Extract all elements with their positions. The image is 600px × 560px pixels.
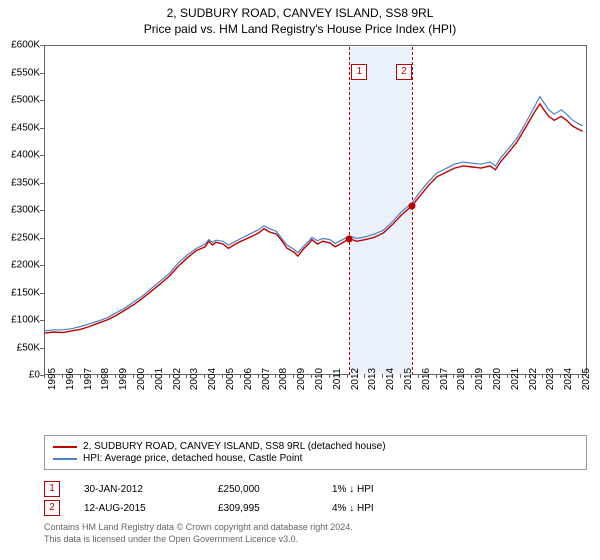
legend-swatch [53, 458, 77, 460]
sale-diff: 4% ↓ HPI [332, 503, 432, 514]
y-tick-label: £300K [11, 205, 40, 216]
plot: 12 [44, 45, 587, 375]
footer: Contains HM Land Registry data © Crown c… [44, 522, 587, 545]
y-tick-label: £50K [17, 342, 40, 353]
x-tick-label: 2000 [136, 368, 147, 390]
series-property [45, 104, 583, 333]
x-tick-label: 2009 [296, 368, 307, 390]
y-tick-label: £550K [11, 67, 40, 78]
titles: 2, SUDBURY ROAD, CANVEY ISLAND, SS8 9RL … [0, 0, 600, 36]
sale-dot [409, 202, 416, 209]
x-tick-label: 2012 [350, 368, 361, 390]
chart-marker-label: 2 [396, 64, 412, 80]
x-tick-label: 2015 [403, 368, 414, 390]
sale-date: 30-JAN-2012 [84, 484, 194, 495]
sale-price: £250,000 [218, 484, 308, 495]
x-tick-label: 2014 [385, 368, 396, 390]
x-tick-label: 1999 [118, 368, 129, 390]
x-tick-label: 2016 [421, 368, 432, 390]
title-address: 2, SUDBURY ROAD, CANVEY ISLAND, SS8 9RL [0, 6, 600, 20]
x-tick-label: 2003 [189, 368, 200, 390]
legend-label: 2, SUDBURY ROAD, CANVEY ISLAND, SS8 9RL … [83, 441, 386, 452]
x-tick-label: 2021 [510, 368, 521, 390]
chart-marker-label: 1 [351, 64, 367, 80]
y-tick-label: £0 [29, 370, 40, 381]
y-tick-label: £350K [11, 177, 40, 188]
chart-svg [45, 46, 588, 376]
x-tick-label: 2002 [172, 368, 183, 390]
x-tick-label: 2001 [154, 368, 165, 390]
x-tick-label: 2005 [225, 368, 236, 390]
x-tick-label: 2017 [439, 368, 450, 390]
series-hpi [45, 97, 583, 331]
x-tick-label: 1997 [83, 368, 94, 390]
legend-label: HPI: Average price, detached house, Cast… [83, 453, 302, 464]
x-tick-label: 2013 [367, 368, 378, 390]
x-tick-label: 1996 [65, 368, 76, 390]
x-tick-label: 1995 [47, 368, 58, 390]
x-tick-label: 2025 [581, 368, 592, 390]
x-tick-label: 2023 [545, 368, 556, 390]
x-tick-label: 2018 [456, 368, 467, 390]
x-tick-label: 2024 [563, 368, 574, 390]
sale-price: £309,995 [218, 503, 308, 514]
footer-line: This data is licensed under the Open Gov… [44, 534, 587, 546]
x-tick-label: 2019 [474, 368, 485, 390]
y-tick-label: £400K [11, 150, 40, 161]
x-tick-label: 2020 [492, 368, 503, 390]
title-subtitle: Price paid vs. HM Land Registry's House … [0, 22, 600, 36]
y-tick-label: £450K [11, 122, 40, 133]
y-tick-label: £500K [11, 95, 40, 106]
x-tick-label: 2006 [243, 368, 254, 390]
legend-item: HPI: Average price, detached house, Cast… [53, 453, 578, 464]
sale-marker: 2 [44, 500, 60, 516]
sale-row: 2 12-AUG-2015 £309,995 4% ↓ HPI [44, 500, 587, 516]
footer-line: Contains HM Land Registry data © Crown c… [44, 522, 587, 534]
legend: 2, SUDBURY ROAD, CANVEY ISLAND, SS8 9RL … [44, 435, 587, 470]
legend-swatch [53, 446, 77, 448]
y-tick-label: £600K [11, 40, 40, 51]
marker-vline [412, 47, 413, 375]
x-tick-label: 2007 [261, 368, 272, 390]
sales-table: 1 30-JAN-2012 £250,000 1% ↓ HPI 2 12-AUG… [44, 478, 587, 519]
chart-container: 2, SUDBURY ROAD, CANVEY ISLAND, SS8 9RL … [0, 0, 600, 560]
chart-area: 12 £0£50K£100K£150K£200K£250K£300K£350K£… [44, 45, 587, 400]
sale-date: 12-AUG-2015 [84, 503, 194, 514]
y-tick-label: £250K [11, 232, 40, 243]
sale-row: 1 30-JAN-2012 £250,000 1% ↓ HPI [44, 481, 587, 497]
x-tick-label: 2004 [207, 368, 218, 390]
marker-vline [349, 47, 350, 375]
x-tick-label: 2010 [314, 368, 325, 390]
y-tick-label: £100K [11, 315, 40, 326]
x-tick-label: 2022 [528, 368, 539, 390]
x-tick-label: 2011 [332, 368, 343, 390]
x-tick-label: 1998 [100, 368, 111, 390]
sale-marker: 1 [44, 481, 60, 497]
legend-item: 2, SUDBURY ROAD, CANVEY ISLAND, SS8 9RL … [53, 441, 578, 452]
y-tick-label: £150K [11, 287, 40, 298]
sale-dot [346, 235, 353, 242]
x-tick-label: 2008 [278, 368, 289, 390]
sale-diff: 1% ↓ HPI [332, 484, 432, 495]
y-tick-label: £200K [11, 260, 40, 271]
